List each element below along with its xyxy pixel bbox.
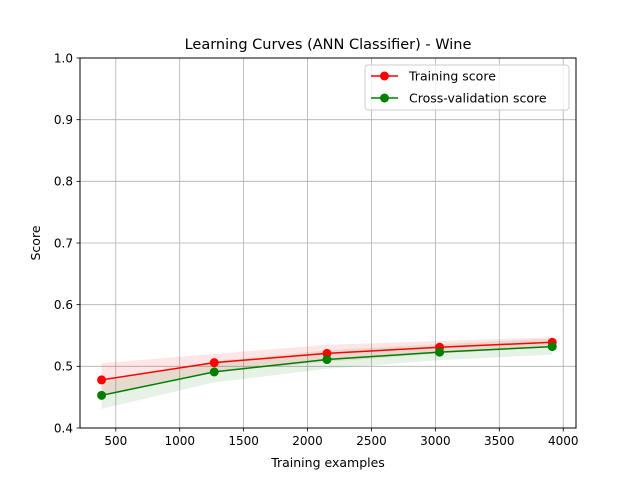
x-tick-label: 1000 (164, 434, 195, 448)
point-cross-validation-score (209, 367, 219, 377)
x-tick-label: 2500 (356, 434, 387, 448)
y-tick-label: 1.0 (54, 51, 73, 65)
x-axis-ticks: 500 1000 1500 2000 2500 3000 3500 4000 (104, 428, 578, 448)
legend: Training score Cross-validation score (364, 64, 570, 111)
point-cross-validation-score (97, 390, 107, 400)
series-markers (97, 337, 557, 400)
point-cross-validation-score (435, 347, 445, 357)
y-tick-label: 0.5 (54, 360, 73, 374)
x-tick-label: 3500 (484, 434, 515, 448)
point-training-score (97, 375, 107, 385)
x-tick-label: 1500 (228, 434, 259, 448)
point-cross-validation-score (322, 355, 332, 365)
y-tick-label: 0.7 (54, 236, 73, 250)
legend-marker-cross-validation-score (380, 93, 389, 103)
y-tick-label: 0.8 (54, 175, 73, 189)
legend-box (364, 64, 570, 111)
chart-title: Learning Curves (ANN Classifier) - Wine (185, 37, 472, 53)
point-training-score (209, 358, 219, 368)
y-axis-label: Score (28, 225, 43, 260)
point-cross-validation-score (547, 342, 557, 352)
x-axis-label: Training examples (270, 455, 385, 470)
legend-marker-training-score (380, 71, 389, 81)
y-tick-label: 0.9 (54, 113, 73, 127)
x-tick-label: 2000 (292, 434, 323, 448)
x-tick-label: 3000 (420, 434, 451, 448)
y-tick-label: 0.4 (54, 421, 73, 435)
legend-label-training-score: Training score (408, 69, 496, 84)
legend-label-cross-validation-score: Cross-validation score (409, 91, 547, 106)
x-tick-label: 4000 (548, 434, 579, 448)
x-tick-label: 500 (104, 434, 127, 448)
y-tick-label: 0.6 (54, 298, 73, 312)
y-axis-ticks: 0.4 0.5 0.6 0.7 0.8 0.9 1.0 (54, 51, 80, 435)
